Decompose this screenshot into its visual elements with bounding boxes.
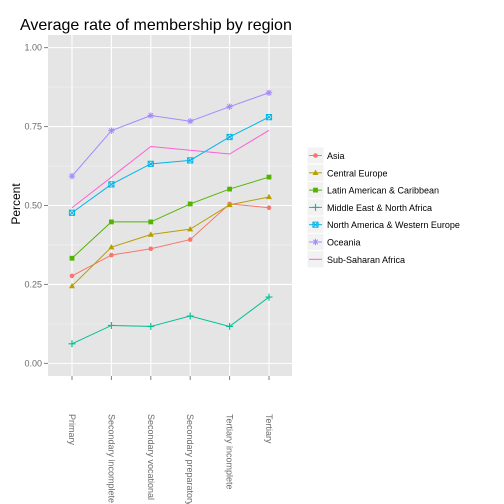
data-point (313, 187, 318, 193)
y-tick-label: 0.25 (24, 279, 42, 289)
data-point (265, 293, 273, 301)
legend-item: Oceania (306, 233, 361, 251)
legend-item: North America & Western Europe (306, 215, 460, 234)
legend-item: Central Europe (306, 163, 388, 182)
legend-label: Central Europe (327, 168, 388, 178)
data-point (148, 246, 154, 252)
data-point (68, 172, 76, 180)
x-axis: Primary Secondary incomplete Secondary voc… (67, 376, 274, 504)
y-axis: 0.00 0.25 0.50 0.75 1.00 (24, 43, 48, 368)
data-point (266, 193, 272, 200)
data-point (187, 237, 193, 242)
series-central-europe (69, 193, 272, 289)
legend-item: Asia (306, 146, 345, 165)
data-point (107, 321, 115, 329)
series-oceania (68, 89, 273, 180)
y-axis-label: Percent (9, 183, 23, 225)
data-point (69, 273, 75, 279)
legend-label: Middle East & North Africa (327, 203, 432, 213)
data-point (312, 238, 319, 246)
data-point (226, 103, 233, 110)
data-point (312, 203, 319, 211)
data-point (187, 117, 194, 125)
data-point (108, 243, 115, 250)
data-point (227, 186, 232, 192)
x-tick-label: Secondary vocational (146, 414, 156, 500)
series-line (71, 296, 270, 345)
x-tick-label: Secondary preparatory (185, 414, 195, 504)
data-point (186, 312, 194, 320)
y-tick-label: 0.00 (24, 358, 42, 368)
data-point (187, 225, 194, 232)
series-line (71, 196, 270, 287)
data-point (147, 231, 154, 237)
series-line (71, 203, 270, 277)
data-point (313, 153, 318, 158)
series-group (68, 89, 273, 348)
data-point (147, 112, 154, 119)
series-line (71, 129, 270, 209)
series-sub-saharan-africa (71, 129, 270, 209)
legend-item: Sub-Saharan Africa (306, 250, 405, 269)
data-point (266, 174, 272, 180)
x-tick-label: Primary (67, 414, 77, 445)
series-north-america-western-europe (68, 113, 273, 216)
y-tick-label: 0.50 (24, 201, 42, 211)
data-point (226, 322, 234, 330)
series-latin-american-caribbean (69, 174, 272, 261)
data-point (312, 221, 319, 228)
data-point (226, 201, 233, 208)
legend-label: Latin American & Caribbean (327, 186, 439, 196)
legend-label: North America & Western Europe (327, 220, 460, 230)
data-point (226, 133, 233, 141)
legend: Asia Central Europe Latin American & Carib… (306, 146, 460, 269)
data-point (266, 205, 272, 211)
data-point (69, 282, 75, 289)
data-point (187, 201, 193, 207)
data-point (68, 209, 76, 216)
data-point (312, 169, 319, 175)
data-point (187, 157, 194, 164)
data-point (68, 340, 76, 348)
legend-label: Oceania (327, 238, 361, 248)
data-point (109, 252, 114, 258)
x-tick-label: Secondary incomplete (106, 414, 116, 503)
series-middle-east-north-africa (68, 293, 273, 348)
y-tick-label: 0.75 (24, 122, 42, 132)
data-point (148, 219, 154, 225)
y-tick-label: 1.00 (24, 43, 42, 53)
data-point (265, 113, 273, 121)
series-line (71, 116, 270, 214)
data-point (147, 322, 155, 330)
x-tick-label: Tertiary (264, 414, 274, 444)
data-point (265, 89, 273, 96)
series-line (71, 92, 270, 177)
series-line (71, 176, 270, 259)
chart-title: Average rate of membership by region (20, 17, 292, 34)
x-tick-label: Tertiary incomplete (225, 414, 235, 490)
legend-label: Sub-Saharan Africa (327, 255, 405, 265)
data-point (147, 160, 154, 167)
data-point (69, 255, 75, 261)
legend-label: Asia (327, 151, 345, 161)
data-point (109, 219, 114, 225)
data-point (108, 181, 115, 188)
data-point (108, 127, 115, 134)
legend-item: Latin American & Caribbean (306, 181, 439, 200)
legend-item: Middle East & North Africa (306, 198, 432, 217)
